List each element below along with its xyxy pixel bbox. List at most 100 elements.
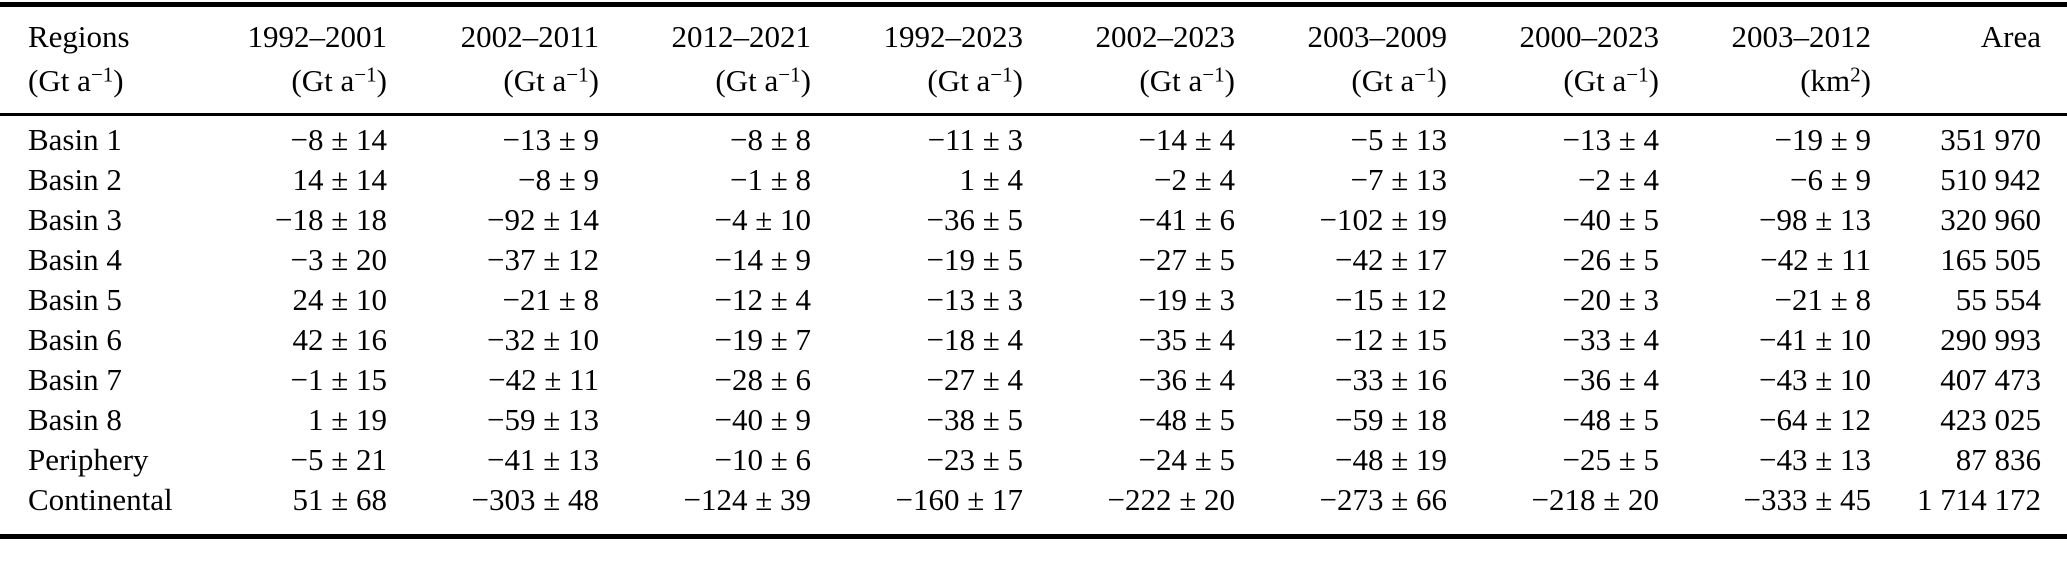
column-header-1992-2001: 1992–2001 (Gt a−1) [175,5,388,115]
table-row-basin-3: Basin 3 −18 ± 18 −92 ± 14 −4 ± 10 −36 ± 5 −41… [0,200,2067,240]
column-header-2003-2012: 2003–2012 (km2) [1659,5,1872,115]
cell-basin-7-2000-2023: −36 ± 4 [1562,362,1660,397]
column-period-label: 2003–2012 [1731,19,1872,54]
region-label-basin-1: Basin 1 [28,122,122,157]
cell-continental-2000-2023: −218 ± 20 [1531,482,1660,517]
cell-basin-1-2000-2023: −13 ± 4 [1562,122,1660,157]
cell-basin-8-2002-2011: −59 ± 13 [487,402,599,437]
region-label-basin-3: Basin 3 [28,202,122,237]
cell-continental-2002-2023: −222 ± 20 [1107,482,1236,517]
table-row-basin-7: Basin 7 −1 ± 15 −42 ± 11 −28 ± 6 −27 ± 4 −36 … [0,360,2067,400]
cell-basin-8-2000-2023: −48 ± 5 [1562,402,1660,437]
cell-basin-7-1992-2001: −1 ± 15 [290,362,388,397]
region-label-basin-6: Basin 6 [28,322,122,357]
column-header-2012-2021: 2012–2021 (Gt a−1) [599,5,812,115]
cell-basin-3-2002-2023: −41 ± 6 [1138,202,1236,237]
cell-basin-7-1992-2023: −27 ± 4 [926,362,1024,397]
cell-basin-3-1992-2001: −18 ± 18 [275,202,387,237]
cell-basin-3-area: 320 960 [1940,202,2041,237]
cell-basin-3-1992-2023: −36 ± 5 [926,202,1024,237]
unit-exponent: −1 [990,62,1013,87]
cell-basin-1-2002-2023: −14 ± 4 [1138,122,1236,157]
column-header-2003-2009: 2003–2009 (Gt a−1) [1235,5,1448,115]
cell-basin-5-1992-2023: −13 ± 3 [926,282,1024,317]
cell-basin-1-1992-2023: −11 ± 3 [927,122,1023,157]
table-row-basin-6: Basin 6 42 ± 16 −32 ± 10 −19 ± 7 −18 ± 4 −35 … [0,320,2067,360]
cell-periphery-2012-2021: −10 ± 6 [714,442,812,477]
cell-basin-6-2003-2009: −12 ± 15 [1335,322,1447,357]
cell-basin-8-1992-2001: 1 ± 19 [307,402,387,437]
table-row-continental: Continental 51 ± 68 −303 ± 48 −124 ± 39 −160… [0,480,2067,537]
column-unit-label: (Gt a−1) [291,62,387,98]
column-period-label: 2000–2023 [1519,19,1660,54]
unit-exponent: −1 [354,62,377,87]
column-unit-label: (Gt a−1) [927,62,1023,98]
cell-basin-3-2003-2009: −102 ± 19 [1319,202,1448,237]
cell-basin-1-1992-2001: −8 ± 14 [290,122,388,157]
region-label-basin-2: Basin 2 [28,162,122,197]
cell-periphery-2003-2009: −48 ± 19 [1335,442,1447,477]
column-header-area: Area [1871,5,2067,115]
cell-basin-6-2002-2023: −35 ± 4 [1138,322,1236,357]
column-header-2002-2011: 2002–2011 (Gt a−1) [387,5,599,115]
cell-basin-4-1992-2001: −3 ± 20 [290,242,388,277]
cell-basin-2-1992-2023: 1 ± 4 [959,162,1023,197]
cell-basin-5-2003-2012: −21 ± 8 [1774,282,1872,317]
region-label-continental: Continental [28,482,173,517]
table-row-basin-5: Basin 5 24 ± 10 −21 ± 8 −12 ± 4 −13 ± 3 −19 ±… [0,280,2067,320]
cell-basin-4-1992-2023: −19 ± 5 [926,242,1024,277]
unit-exponent: −1 [778,62,801,87]
cell-basin-4-2002-2023: −27 ± 5 [1138,242,1236,277]
cell-basin-2-2003-2009: −7 ± 13 [1350,162,1448,197]
cell-basin-3-2002-2011: −92 ± 14 [487,202,599,237]
unit-exponent: −1 [1414,62,1437,87]
cell-basin-5-2003-2009: −15 ± 12 [1335,282,1447,317]
table-row-basin-8: Basin 8 1 ± 19 −59 ± 13 −40 ± 9 −38 ± 5 −48 ±… [0,400,2067,440]
region-label-basin-4: Basin 4 [28,242,122,277]
cell-periphery-area: 87 836 [1955,442,2041,477]
region-label-periphery: Periphery [28,442,149,477]
cell-continental-1992-2023: −160 ± 17 [895,482,1024,517]
cell-basin-8-2012-2021: −40 ± 9 [714,402,812,437]
cell-basin-7-2002-2023: −36 ± 4 [1138,362,1236,397]
cell-periphery-2003-2012: −43 ± 13 [1759,442,1871,477]
column-period-label: 2002–2011 [460,19,599,54]
cell-basin-5-2002-2023: −19 ± 3 [1138,282,1236,317]
cell-basin-8-2003-2012: −64 ± 12 [1759,402,1871,437]
cell-basin-2-2012-2021: −1 ± 8 [730,162,811,197]
unit-exponent: 2 [1850,62,1861,87]
cell-periphery-2002-2011: −41 ± 13 [487,442,599,477]
cell-basin-2-2000-2023: −2 ± 4 [1578,162,1659,197]
column-unit-label [1871,59,2041,103]
cell-basin-7-2012-2021: −28 ± 6 [714,362,812,397]
cell-basin-7-2003-2009: −33 ± 16 [1335,362,1447,397]
cell-basin-4-2000-2023: −26 ± 5 [1562,242,1660,277]
header-row: Regions (Gt a−1) 1992–2001 (Gt a−1) 2002–201… [0,5,2067,115]
cell-basin-6-area: 290 993 [1940,322,2041,357]
column-header-2000-2023: 2000–2023 (Gt a−1) [1447,5,1660,115]
cell-basin-4-2003-2012: −42 ± 11 [1760,242,1871,277]
table-row-basin-1: Basin 1 −8 ± 14 −13 ± 9 −8 ± 8 −11 ± 3 −14 ± … [0,115,2067,161]
table-header: Regions (Gt a−1) 1992–2001 (Gt a−1) 2002–201… [0,5,2067,115]
cell-basin-6-1992-2023: −18 ± 4 [926,322,1024,357]
column-header-1992-2023: 1992–2023 (Gt a−1) [811,5,1024,115]
cell-basin-1-2002-2011: −13 ± 9 [502,122,600,157]
column-unit-label: (Gt a−1) [28,62,124,98]
cell-basin-5-area: 55 554 [1955,282,2041,317]
cell-continental-2002-2011: −303 ± 48 [471,482,600,517]
cell-basin-1-2012-2021: −8 ± 8 [730,122,811,157]
cell-basin-7-2002-2011: −42 ± 11 [488,362,599,397]
cell-basin-5-2002-2011: −21 ± 8 [502,282,600,317]
region-label-basin-7: Basin 7 [28,362,122,397]
cell-basin-6-2002-2011: −32 ± 10 [487,322,599,357]
column-header-2002-2023: 2002–2023 (Gt a−1) [1023,5,1236,115]
cell-basin-4-2012-2021: −14 ± 9 [714,242,812,277]
column-unit-label: (Gt a−1) [1563,62,1659,98]
cell-basin-7-area: 407 473 [1940,362,2041,397]
cell-basin-2-1992-2001: 14 ± 14 [292,162,387,197]
cell-periphery-2000-2023: −25 ± 5 [1562,442,1660,477]
table-body: Basin 1 −8 ± 14 −13 ± 9 −8 ± 8 −11 ± 3 −14 ± … [0,115,2067,537]
cell-periphery-1992-2023: −23 ± 5 [926,442,1024,477]
column-period-label: 1992–2001 [247,19,388,54]
column-period-label: 2003–2009 [1307,19,1448,54]
